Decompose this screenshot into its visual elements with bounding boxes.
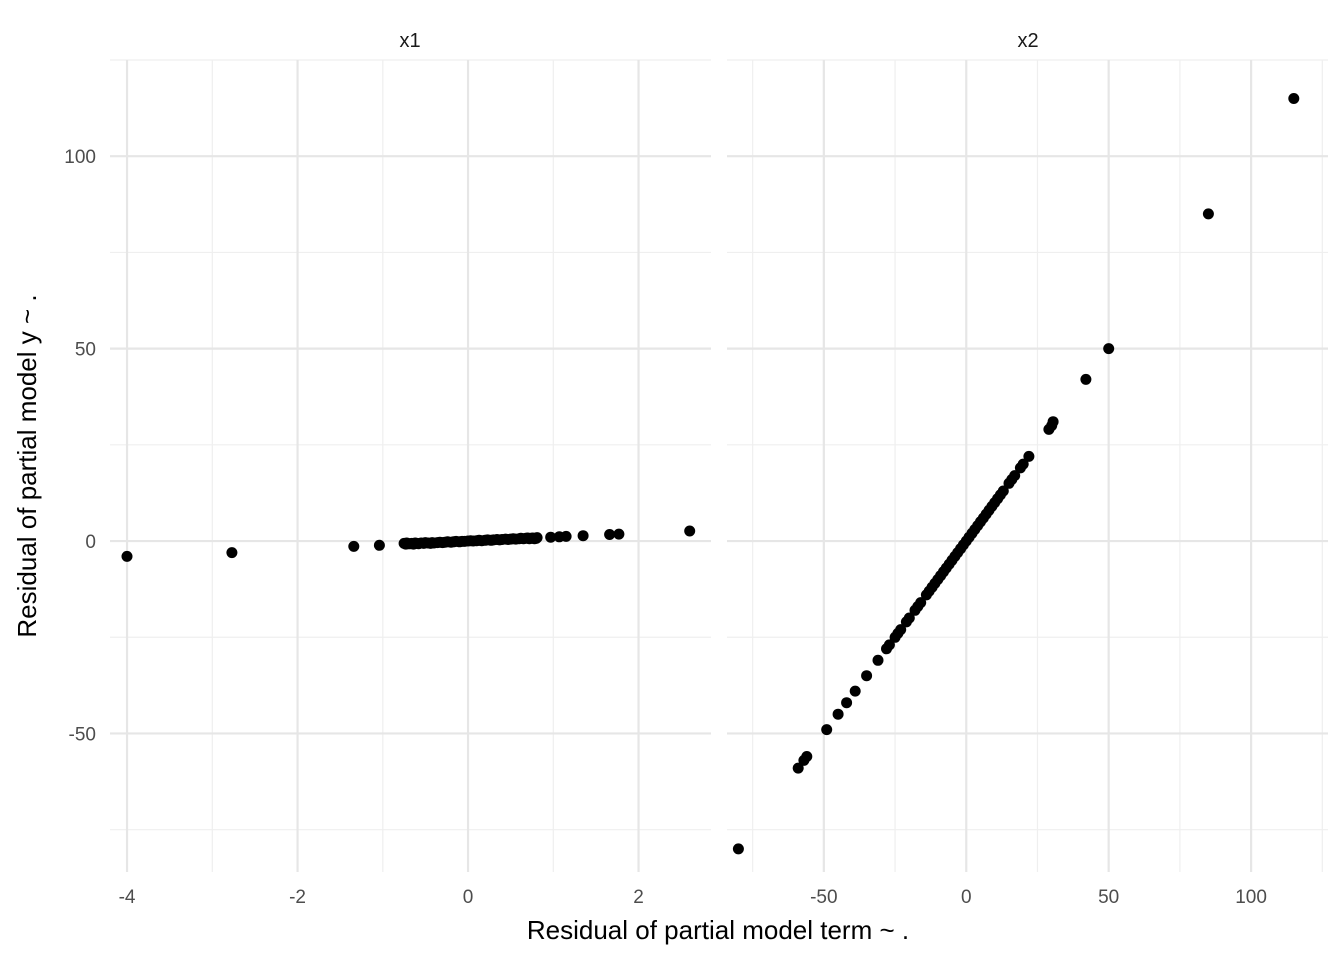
facet-panel-x2: -50 0 50 100 x2 xyxy=(727,30,1328,908)
y-axis-title: Residual of partial model y ~ . xyxy=(12,294,42,637)
x-axis-title: Residual of partial model term ~ . xyxy=(527,915,909,945)
x-tick-label: 0 xyxy=(961,887,972,908)
data-point xyxy=(604,529,616,540)
data-point xyxy=(1023,450,1035,462)
y-tick-label: 0 xyxy=(85,532,96,553)
data-point xyxy=(821,724,833,736)
data-point xyxy=(1288,93,1300,104)
data-point xyxy=(895,624,907,636)
data-point xyxy=(883,639,895,651)
data-point xyxy=(1080,373,1092,385)
x-tick-label: 0 xyxy=(463,887,474,908)
data-point xyxy=(849,685,861,697)
data-point xyxy=(684,525,696,537)
data-point xyxy=(841,697,853,709)
data-point xyxy=(373,539,385,551)
data-point xyxy=(1017,458,1029,470)
data-point xyxy=(1009,470,1021,482)
gridlines-x1 xyxy=(110,59,711,872)
data-point xyxy=(832,708,844,720)
data-point xyxy=(613,528,625,540)
data-point xyxy=(1202,208,1214,220)
data-point xyxy=(531,532,543,544)
y-axis-ticks: -50 0 50 100 xyxy=(64,147,96,745)
data-point xyxy=(348,540,360,552)
y-tick-label: 100 xyxy=(64,147,96,168)
facet-strip-label-x1: x1 xyxy=(399,30,420,52)
data-point xyxy=(903,612,915,624)
data-point xyxy=(226,547,238,559)
data-point xyxy=(1047,416,1059,428)
facet-panel-x1: -4 -2 0 2 x1 xyxy=(110,30,711,908)
y-tick-label: 50 xyxy=(75,340,96,361)
x-tick-label: 50 xyxy=(1098,887,1119,908)
data-point xyxy=(545,531,557,543)
data-point xyxy=(861,670,873,682)
data-point xyxy=(872,654,884,666)
x-tick-label: -2 xyxy=(289,887,306,908)
x-tick-label: 2 xyxy=(633,887,644,908)
data-point xyxy=(915,597,927,609)
data-point xyxy=(997,485,1009,497)
gridlines-x2 xyxy=(727,59,1328,872)
y-tick-label: -50 xyxy=(69,724,96,745)
x-tick-label: 100 xyxy=(1235,887,1267,908)
points-x1 xyxy=(121,525,696,562)
facet-strip-label-x2: x2 xyxy=(1017,30,1038,52)
data-point xyxy=(801,751,813,762)
data-point xyxy=(121,550,133,562)
x-ticks-x1: -4 -2 0 2 xyxy=(119,887,644,908)
x-tick-label: -4 xyxy=(119,887,136,908)
points-x2 xyxy=(732,93,1300,855)
x-ticks-x2: -50 0 50 100 xyxy=(810,887,1267,908)
x-tick-label: -50 xyxy=(810,887,837,908)
data-point xyxy=(1103,343,1115,355)
data-point xyxy=(792,762,804,774)
data-point xyxy=(732,843,744,855)
data-point xyxy=(560,530,572,542)
data-point xyxy=(577,530,589,542)
